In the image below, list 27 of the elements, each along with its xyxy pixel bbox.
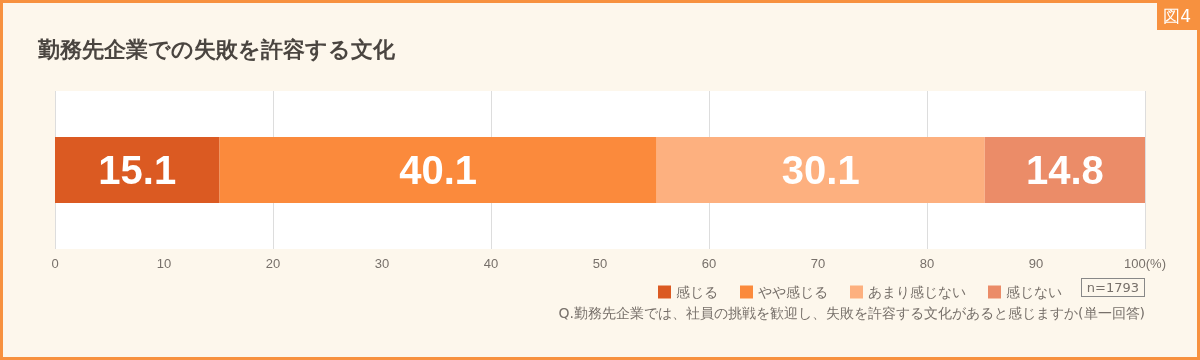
x-tick-label: 100(%) (1124, 256, 1166, 271)
x-tick-label: 60 (701, 256, 717, 271)
caption: 図4 (1157, 3, 1197, 30)
x-tick-label: 70 (810, 256, 826, 271)
x-tick-label: 90 (1028, 256, 1044, 271)
legend-label: あまり感じない (868, 284, 966, 300)
chart-title: 勤務先企業での失敗を許容する文化 (37, 36, 396, 62)
bar (984, 137, 1145, 203)
x-tick-label: 80 (919, 256, 935, 271)
text: Q.勤務先企業では、社員の挑戦を歓迎し、失敗を許容する文化があると感じますか(単一回答) (558, 305, 1145, 323)
bar (55, 137, 220, 203)
x-tick-label: 40 (483, 256, 499, 271)
x-tick-label: 50 (592, 256, 608, 271)
data-label: 15.1 (98, 148, 177, 192)
x-tick-label: 10 (156, 256, 172, 271)
x-tick-label: 30 (374, 256, 390, 271)
data-label: 40.1 (399, 148, 478, 192)
text: n=1793 (1080, 278, 1145, 297)
legend-label: やや感じる (758, 284, 828, 300)
bar (656, 137, 985, 203)
data-label: 14.8 (1025, 148, 1104, 192)
x-tick-label: 0 (51, 256, 59, 271)
legend-label: 感じる (676, 284, 718, 300)
bar (219, 137, 657, 203)
x-tick-label: 20 (265, 256, 281, 271)
data-label: 30.1 (781, 148, 860, 192)
legend-label: 感じない (1006, 284, 1062, 300)
